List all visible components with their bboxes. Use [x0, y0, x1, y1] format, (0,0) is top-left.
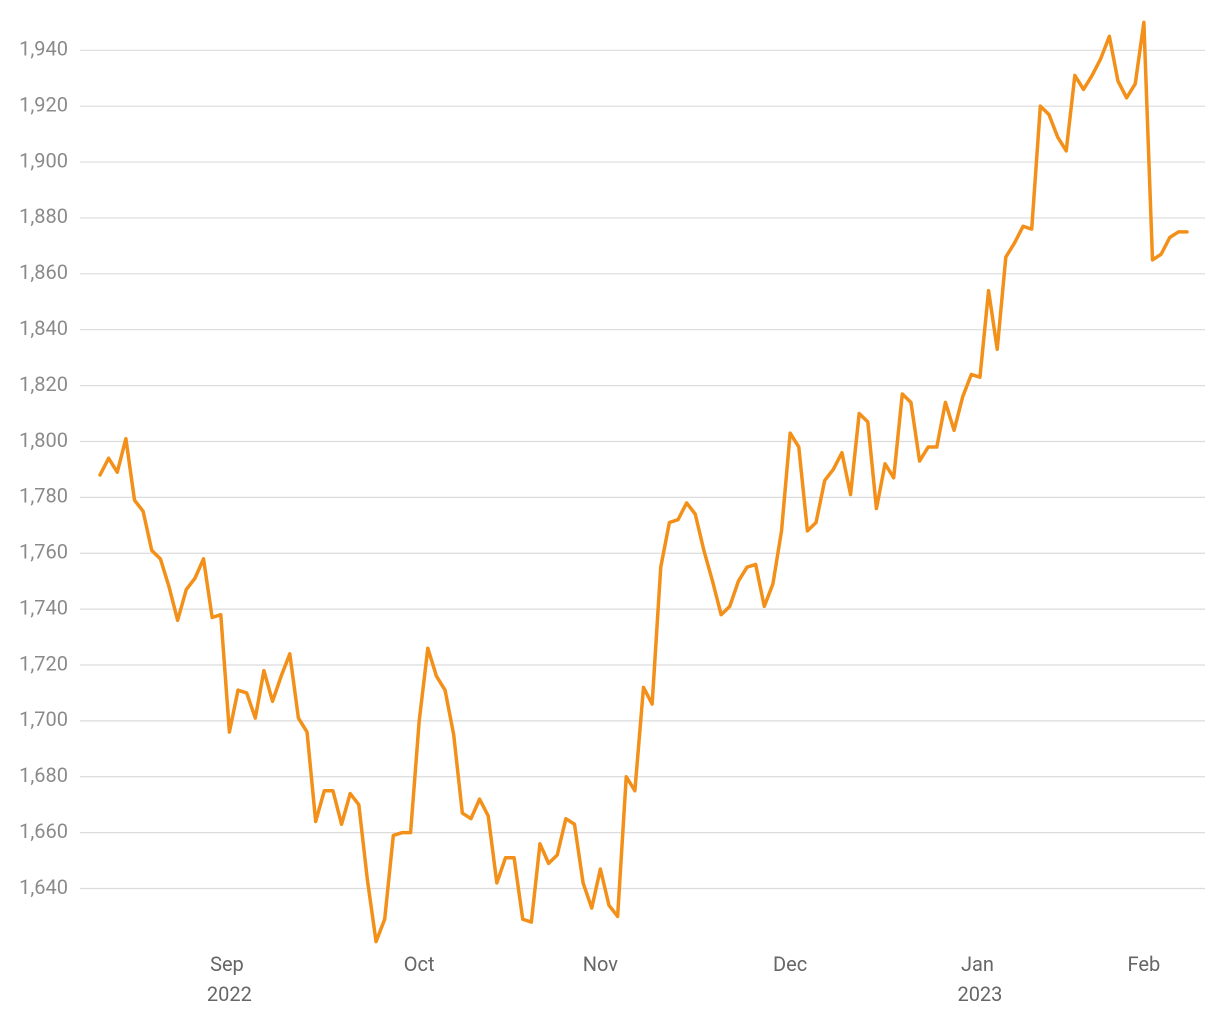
y-tick-label: 1,920	[19, 92, 68, 116]
price-line	[98, 20, 1189, 944]
x-tick-label: Jan 2023	[957, 952, 1002, 1006]
y-tick-label: 1,640	[19, 875, 68, 899]
x-tick-label: Dec	[773, 952, 807, 976]
y-tick-label: 1,760	[19, 540, 68, 564]
y-tick-label: 1,880	[19, 204, 68, 228]
x-tick-label: Nov	[583, 952, 619, 976]
y-tick-label: 1,700	[19, 707, 68, 731]
y-tick-label: 1,800	[19, 428, 68, 452]
y-tick-label: 1,680	[19, 763, 68, 787]
y-tick-label: 1,860	[19, 260, 68, 284]
y-tick-label: 1,780	[19, 484, 68, 508]
y-tick-label: 1,720	[19, 651, 68, 675]
y-tick-label: 1,740	[19, 595, 68, 619]
y-tick-label: 1,820	[19, 372, 68, 396]
x-tick-label: Oct	[404, 952, 435, 976]
y-tick-label: 1,900	[19, 148, 68, 172]
x-tick-label: Sep 2022	[207, 952, 252, 1006]
y-tick-label: 1,940	[19, 37, 68, 61]
y-tick-label: 1,840	[19, 316, 68, 340]
x-tick-label: Feb	[1128, 952, 1161, 976]
y-tick-label: 1,660	[19, 819, 68, 843]
